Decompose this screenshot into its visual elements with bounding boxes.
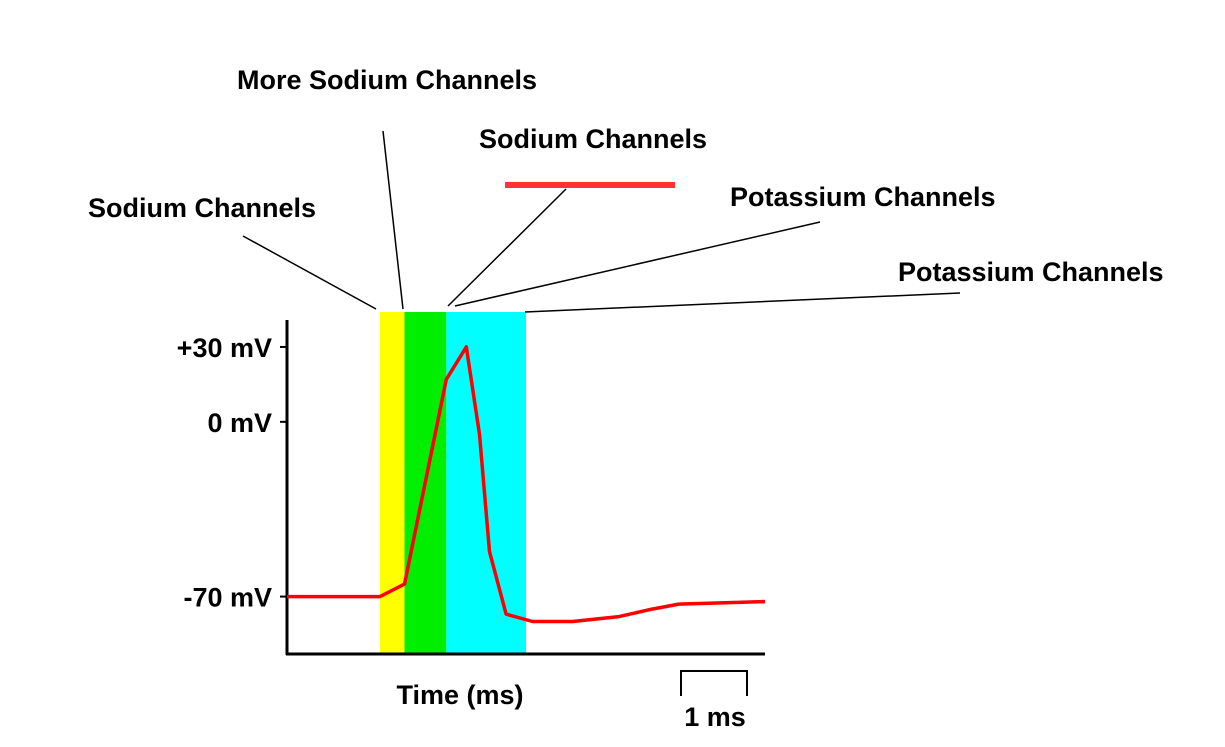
membrane-potential-trace bbox=[287, 345, 766, 624]
y-tick-label: +30 mV bbox=[177, 333, 272, 363]
callout-line-potassium-channels-lower bbox=[524, 292, 961, 313]
label-sodium-channels: Sodium Channels bbox=[88, 193, 316, 223]
label-sodium-channels-closing: Sodium Channels bbox=[479, 124, 707, 154]
scale-bar-label: 1 ms bbox=[684, 702, 746, 732]
y-tick-group: +30 mV 0 mV -70 mV bbox=[177, 333, 287, 613]
callout-line-more-sodium-channels bbox=[382, 130, 404, 310]
label-potassium-channels-upper: Potassium Channels bbox=[730, 182, 996, 212]
potassium-channels-phase-band bbox=[446, 312, 526, 654]
callout-line-sodium-channels bbox=[242, 235, 377, 310]
callout-line-potassium-channels-upper bbox=[454, 221, 821, 307]
time-scale-bar: 1 ms bbox=[680, 670, 748, 732]
y-tick-label: -70 mV bbox=[183, 583, 272, 613]
scale-bar-bracket bbox=[680, 670, 748, 696]
y-tick-label: 0 mV bbox=[207, 408, 272, 438]
x-axis-label: Time (ms) bbox=[396, 680, 523, 710]
label-more-sodium-channels: More Sodium Channels bbox=[237, 65, 537, 95]
callout-line-sodium-channels-closing bbox=[447, 188, 567, 307]
sodium-channels-phase-band bbox=[379, 312, 405, 654]
label-potassium-channels-lower: Potassium Channels bbox=[898, 257, 1164, 287]
callout-lines bbox=[242, 130, 961, 313]
